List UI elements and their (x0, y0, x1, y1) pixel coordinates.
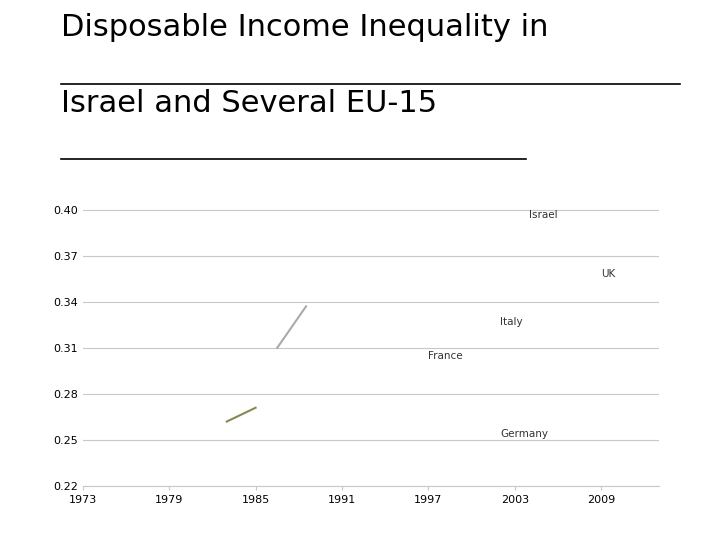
Text: Israel: Israel (529, 210, 558, 220)
Text: Italy: Italy (500, 317, 523, 327)
Text: Israel and Several EU-15: Israel and Several EU-15 (61, 89, 437, 118)
Text: Germany: Germany (500, 429, 549, 439)
Text: UK: UK (601, 269, 616, 279)
Text: Disposable Income Inequality in: Disposable Income Inequality in (61, 14, 559, 43)
Text: France: France (428, 350, 463, 361)
